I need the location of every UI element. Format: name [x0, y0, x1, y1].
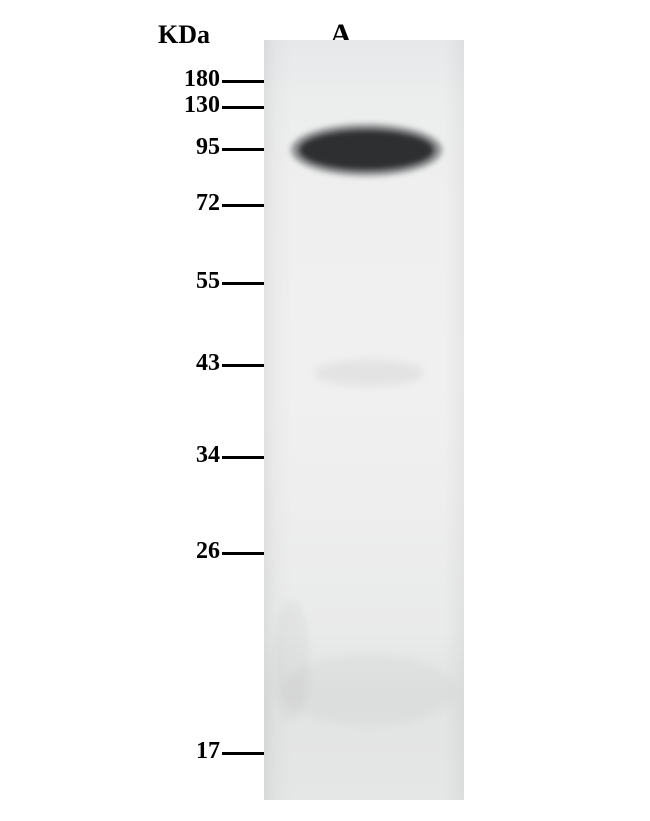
marker-26-text: 26 [196, 538, 220, 564]
lane-a [264, 40, 464, 800]
marker-34: 34 [150, 442, 220, 469]
faint-smudge-1 [314, 360, 424, 386]
band-core [299, 130, 434, 170]
tick-130 [222, 106, 264, 109]
faint-smudge-2 [284, 655, 454, 725]
marker-55: 55 [150, 268, 220, 295]
faint-smudge-3 [274, 600, 309, 720]
tick-180 [222, 80, 264, 83]
tick-55 [222, 282, 264, 285]
marker-95: 95 [150, 134, 220, 161]
marker-43-text: 43 [196, 350, 220, 376]
unit-label: KDa [158, 20, 210, 50]
marker-55-text: 55 [196, 268, 220, 294]
tick-43 [222, 364, 264, 367]
tick-26 [222, 552, 264, 555]
tick-17 [222, 752, 264, 755]
tick-34 [222, 456, 264, 459]
marker-180-text: 180 [184, 66, 220, 92]
tick-72 [222, 204, 264, 207]
tick-95 [222, 148, 264, 151]
marker-95-text: 95 [196, 134, 220, 160]
marker-130: 130 [150, 92, 220, 119]
marker-34-text: 34 [196, 442, 220, 468]
marker-72: 72 [150, 190, 220, 217]
marker-26: 26 [150, 538, 220, 565]
marker-72-text: 72 [196, 190, 220, 216]
marker-180: 180 [150, 66, 220, 93]
marker-43: 43 [150, 350, 220, 377]
marker-17-text: 17 [196, 738, 220, 764]
marker-130-text: 130 [184, 92, 220, 118]
marker-17: 17 [150, 738, 220, 765]
